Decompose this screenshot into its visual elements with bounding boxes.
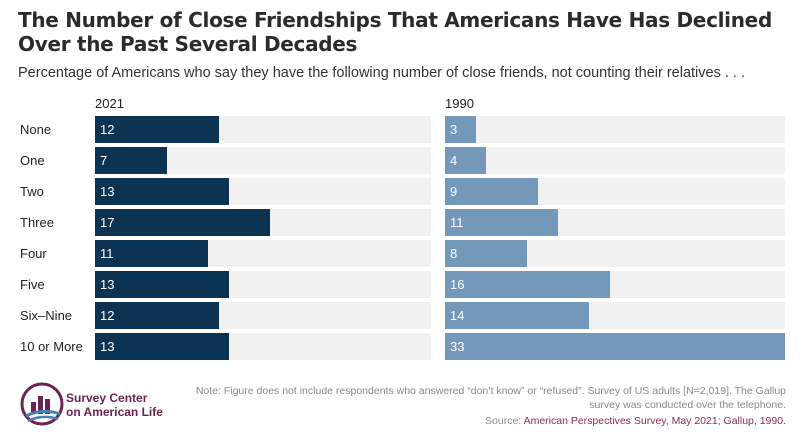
bar-2021: 13 — [95, 178, 229, 205]
bar-2021: 12 — [95, 116, 219, 143]
bar-value-label: 33 — [450, 339, 465, 354]
chart-subtitle: Percentage of Americans who say they hav… — [18, 65, 746, 81]
bar-track-1990: 8 — [445, 240, 785, 267]
category-label: Three — [20, 215, 54, 230]
bar-value-label: 11 — [100, 246, 114, 261]
bar-value-label: 11 — [450, 215, 464, 230]
category-label: 10 or More — [20, 339, 83, 354]
bar-1990: 8 — [445, 240, 528, 267]
source-prefix: Source: — [485, 415, 524, 427]
bar-track-1990: 3 — [445, 116, 785, 143]
bar-value-label: 13 — [100, 184, 115, 199]
bar-value-label: 12 — [100, 122, 115, 137]
bar-track-1990: 33 — [445, 333, 785, 360]
bar-1990: 14 — [445, 302, 590, 329]
bar-value-label: 17 — [100, 215, 115, 230]
bar-track-2021: 12 — [95, 116, 431, 143]
survey-center-logo-icon — [20, 382, 64, 426]
bar-track-2021: 7 — [95, 147, 431, 174]
bar-1990: 9 — [445, 178, 538, 205]
logo-text: Survey Center on American Life — [66, 391, 163, 419]
category-label: Five — [20, 277, 45, 292]
bar-track-1990: 4 — [445, 147, 785, 174]
bar-track-1990: 11 — [445, 209, 785, 236]
bar-value-label: 3 — [450, 122, 458, 137]
bar-value-label: 7 — [100, 153, 108, 168]
category-label: Six–Nine — [20, 308, 73, 323]
bar-1990: 4 — [445, 147, 487, 174]
category-label: One — [20, 153, 45, 168]
bar-2021: 17 — [95, 209, 271, 236]
category-label: Two — [20, 184, 44, 199]
logo-line-2: on American Life — [66, 405, 163, 419]
bar-1990: 11 — [445, 209, 559, 236]
bar-value-label: 16 — [450, 277, 465, 292]
panel-label-2021: 2021 — [95, 96, 124, 111]
bar-2021: 13 — [95, 333, 229, 360]
bar-track-2021: 13 — [95, 178, 431, 205]
category-label: None — [20, 122, 52, 137]
bar-track-1990: 16 — [445, 271, 785, 298]
source-link[interactable]: American Perspectives Survey, May 2021; … — [523, 415, 786, 427]
source-line: Source: American Perspectives Survey, Ma… — [485, 414, 786, 428]
bar-track-1990: 14 — [445, 302, 785, 329]
bar-1990: 33 — [445, 333, 785, 360]
bar-1990: 3 — [445, 116, 476, 143]
bar-2021: 13 — [95, 271, 229, 298]
bar-value-label: 14 — [450, 308, 465, 323]
category-label: Four — [20, 246, 47, 261]
bar-value-label: 13 — [100, 339, 115, 354]
bar-track-2021: 13 — [95, 271, 431, 298]
bar-2021: 11 — [95, 240, 209, 267]
bar-value-label: 13 — [100, 277, 115, 292]
panel-label-1990: 1990 — [445, 96, 474, 111]
bar-value-label: 8 — [450, 246, 458, 261]
bar-value-label: 4 — [450, 153, 458, 168]
bar-track-2021: 11 — [95, 240, 431, 267]
bar-2021: 7 — [95, 147, 168, 174]
logo-line-1: Survey Center — [66, 391, 148, 405]
footnote: Note: Figure does not include respondent… — [195, 385, 786, 411]
bar-track-2021: 13 — [95, 333, 431, 360]
bar-2021: 12 — [95, 302, 219, 329]
bar-value-label: 9 — [450, 184, 458, 199]
bar-1990: 16 — [445, 271, 610, 298]
bar-track-2021: 17 — [95, 209, 431, 236]
bar-track-2021: 12 — [95, 302, 431, 329]
bar-track-1990: 9 — [445, 178, 785, 205]
chart-title: The Number of Close Friendships That Ame… — [18, 8, 772, 56]
bar-value-label: 12 — [100, 308, 115, 323]
